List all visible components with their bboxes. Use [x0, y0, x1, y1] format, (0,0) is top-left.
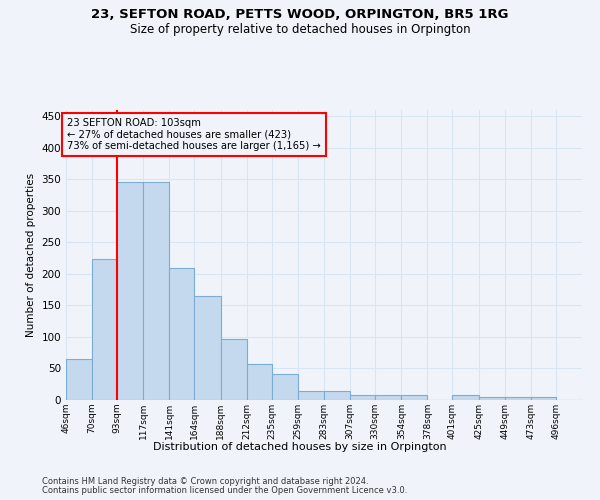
Text: Contains HM Land Registry data © Crown copyright and database right 2024.: Contains HM Land Registry data © Crown c…: [42, 478, 368, 486]
Bar: [169, 268, 194, 400]
Bar: [143, 182, 169, 400]
Text: Contains public sector information licensed under the Open Government Licence v3: Contains public sector information licen…: [42, 486, 407, 495]
Bar: [531, 397, 556, 400]
Bar: [272, 374, 298, 400]
Bar: [582, 398, 600, 400]
Bar: [452, 395, 479, 400]
Text: 23, SEFTON ROAD, PETTS WOOD, ORPINGTON, BR5 1RG: 23, SEFTON ROAD, PETTS WOOD, ORPINGTON, …: [91, 8, 509, 20]
Bar: [505, 397, 531, 400]
Bar: [375, 395, 401, 400]
Bar: [247, 364, 272, 400]
Bar: [221, 339, 247, 400]
Text: Size of property relative to detached houses in Orpington: Size of property relative to detached ho…: [130, 22, 470, 36]
Bar: [350, 395, 375, 400]
Bar: [194, 296, 221, 400]
Bar: [401, 395, 427, 400]
Bar: [479, 397, 505, 400]
Bar: [66, 359, 92, 400]
Bar: [298, 390, 324, 400]
Y-axis label: Number of detached properties: Number of detached properties: [26, 173, 36, 337]
Bar: [324, 390, 350, 400]
Text: 23 SEFTON ROAD: 103sqm
← 27% of detached houses are smaller (423)
73% of semi-de: 23 SEFTON ROAD: 103sqm ← 27% of detached…: [67, 118, 321, 151]
Bar: [117, 182, 143, 400]
Bar: [92, 260, 117, 400]
Text: Distribution of detached houses by size in Orpington: Distribution of detached houses by size …: [153, 442, 447, 452]
